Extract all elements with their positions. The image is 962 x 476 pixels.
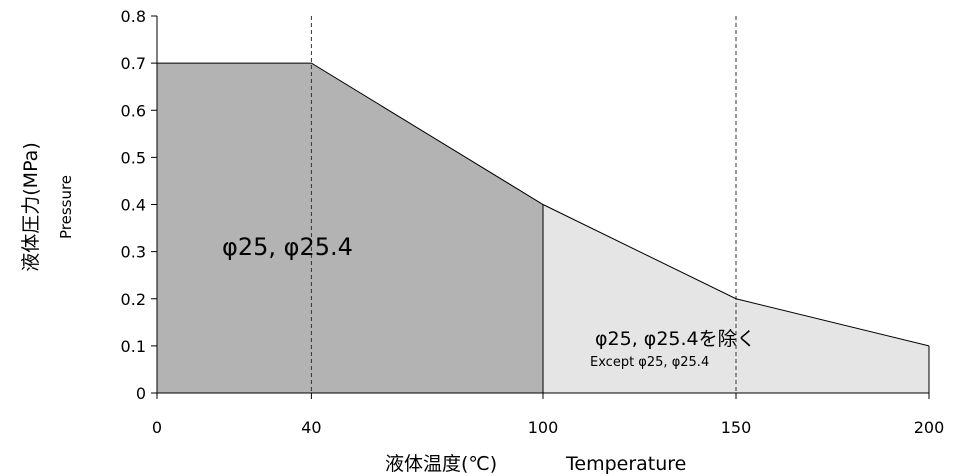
- y-tick-label-8: 0.8: [121, 7, 146, 26]
- y-axis-title-ja: 液体圧力(MPa): [20, 142, 42, 271]
- region1-label: φ25, φ25.4: [222, 233, 353, 261]
- x-axis-title-ja: 液体温度(℃): [385, 453, 497, 475]
- y-tick-label-2: 0.2: [121, 290, 146, 309]
- x-tick-label-200: 200: [914, 418, 945, 437]
- region2-label-en: Except φ25, φ25.4: [590, 355, 709, 370]
- y-tick-label-4: 0.4: [121, 196, 146, 215]
- x-tick-label-150: 150: [721, 418, 752, 437]
- x-tick-label-0: 0: [152, 418, 162, 437]
- y-axis-title-en: Pressure: [57, 175, 75, 239]
- region2-label-ja: φ25, φ25.4を除く: [595, 328, 756, 350]
- x-axis-title-en: Temperature: [565, 453, 686, 475]
- y-tick-label-1: 0.1: [121, 337, 146, 356]
- y-tick-label-6: 0.6: [121, 101, 146, 120]
- y-tick-label-5: 0.5: [121, 148, 146, 167]
- y-tick-label-3: 0.3: [121, 243, 146, 262]
- x-tick-label-40: 40: [301, 418, 321, 437]
- series-boundary-line: [157, 62, 930, 347]
- data-outline: [157, 62, 930, 347]
- y-tick-label-7: 0.7: [121, 54, 146, 73]
- series-phi25-area: [157, 63, 543, 393]
- y-ticks: 0 0.1 0.2 0.3 0.4 0.5 0.6 0.7 0.8: [121, 7, 157, 403]
- chart-areas: [157, 63, 930, 393]
- y-tick-label-0: 0: [136, 384, 146, 403]
- x-tick-label-100: 100: [528, 418, 559, 437]
- x-ticks: 0 40 100 150 200: [152, 393, 944, 437]
